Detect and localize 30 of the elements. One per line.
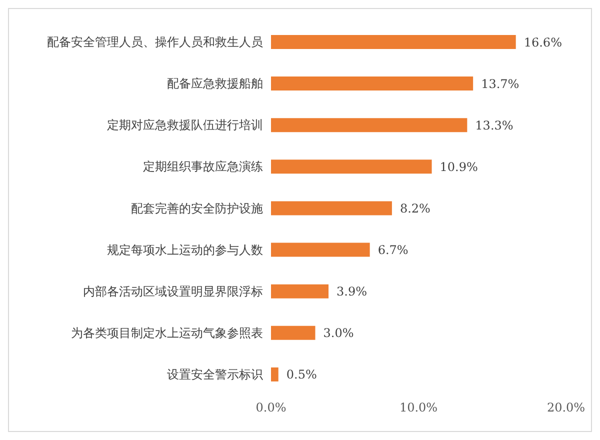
bar [271,118,468,132]
bar [271,160,432,174]
data-label: 8.2% [400,201,430,216]
y-tick-label: 定期组织事故应急演练 [143,160,263,174]
bar [271,284,329,298]
x-tick-label: 20.0% [546,400,586,415]
data-label: 6.7% [378,243,408,258]
y-tick-label: 定期对应急救援队伍进行培训 [107,118,263,132]
y-tick-label: 设置安全警示标识 [167,367,263,382]
data-label: 16.6% [524,35,562,50]
y-tick-label: 规定每项水上运动的参与人数 [107,242,263,257]
y-tick-label: 配备安全管理人员、操作人员和救生人员 [47,35,263,50]
bar [271,326,316,340]
y-tick-label: 内部各活动区域设置明显界限浮标 [83,284,263,298]
bar [271,242,370,257]
x-tick-label: 10.0% [399,400,438,415]
bar [271,35,516,49]
y-tick-label: 配备应急救援船舶 [167,76,263,91]
data-label: 13.3% [475,118,514,132]
bar [271,201,392,216]
y-tick-label: 配套完善的安全防护设施 [131,201,263,216]
x-tick-label: 0.0% [256,400,286,415]
data-label: 3.0% [323,326,354,340]
y-tick-label: 为各类项目制定水上运动气象参照表 [71,326,263,340]
data-label: 13.7% [481,76,520,91]
data-label: 0.5% [286,368,317,382]
bar [271,367,278,382]
bar [271,76,474,91]
data-label: 3.9% [336,284,368,299]
data-label: 10.9% [440,160,478,174]
